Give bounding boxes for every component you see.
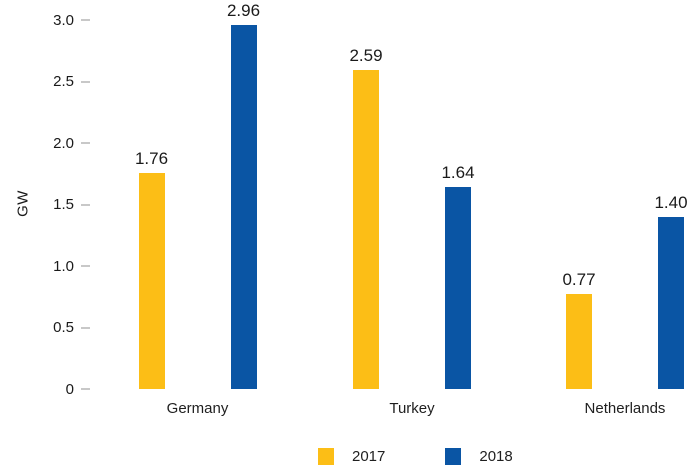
bar-value-label: 0.77 [562, 270, 596, 290]
bar-wrap-turkey-2018: 1.64 [441, 163, 475, 389]
y-tick-mark [81, 80, 90, 83]
bar-value-label: 2.59 [349, 46, 383, 66]
y-tick-0: 0 [0, 380, 90, 398]
y-tick-label: 0 [65, 380, 74, 398]
y-tick-2.5: 2.5 [0, 73, 90, 91]
y-tick-label: 3.0 [53, 11, 74, 29]
bar-group-turkey: 2.59 1.64 [349, 46, 475, 389]
plot-area: 1.76 2.96 2.59 1.64 0.77 1.40 [135, 1, 688, 389]
y-tick-3.0: 3.0 [0, 11, 90, 29]
bar-value-label: 1.40 [654, 192, 688, 212]
legend-swatch-2017 [318, 448, 334, 465]
legend: 2017 2018 [318, 448, 513, 465]
x-axis-label-netherlands: Netherlands [584, 400, 666, 417]
y-tick-label: 1.0 [53, 257, 74, 275]
bar-germany-2018 [230, 24, 257, 389]
legend-label-2017: 2017 [352, 448, 386, 465]
y-tick-mark [81, 203, 90, 206]
y-tick-label: 0.5 [53, 319, 74, 336]
y-tick-mark [81, 19, 90, 21]
legend-swatch-2018 [445, 448, 462, 465]
x-axis-label-turkey: Turkey [389, 400, 435, 417]
x-axis-label-germany: Germany [166, 400, 229, 417]
bar-netherlands-2017 [566, 294, 592, 389]
y-tick-mark [81, 142, 90, 144]
bar-turkey-2017 [353, 70, 379, 389]
y-tick-label: 2.0 [53, 134, 74, 152]
y-tick-0.5: 0.5 [0, 319, 90, 337]
y-tick-mark [81, 326, 90, 329]
bar-wrap-netherlands-2017: 0.77 [562, 270, 596, 389]
y-tick-label: 1.5 [53, 196, 74, 213]
legend-label-2018: 2018 [479, 448, 513, 465]
bar-wrap-netherlands-2018: 1.40 [654, 193, 688, 389]
bar-wrap-germany-2018: 2.96 [227, 1, 260, 389]
bar-value-label: 1.64 [441, 163, 475, 183]
y-tick-1.5: 1.5 [0, 196, 90, 214]
bar-group-germany: 1.76 2.96 [135, 1, 260, 389]
y-tick-mark [81, 265, 90, 267]
y-tick-2.0: 2.0 [0, 134, 90, 152]
bar-germany-2017 [138, 172, 165, 389]
bar-netherlands-2018 [658, 216, 684, 389]
bar-value-label: 2.96 [226, 0, 261, 20]
bar-wrap-turkey-2017: 2.59 [349, 46, 383, 389]
bar-value-label: 1.76 [134, 148, 169, 168]
bar-wrap-germany-2017: 1.76 [135, 149, 168, 389]
legend-item-2017: 2017 [318, 448, 385, 465]
y-tick-mark [81, 388, 90, 390]
bar-group-netherlands: 0.77 1.40 [562, 193, 688, 389]
bar-turkey-2018 [445, 187, 471, 389]
y-tick-1.0: 1.0 [0, 257, 90, 275]
y-tick-label: 2.5 [53, 73, 74, 90]
legend-item-2018: 2018 [445, 448, 513, 465]
